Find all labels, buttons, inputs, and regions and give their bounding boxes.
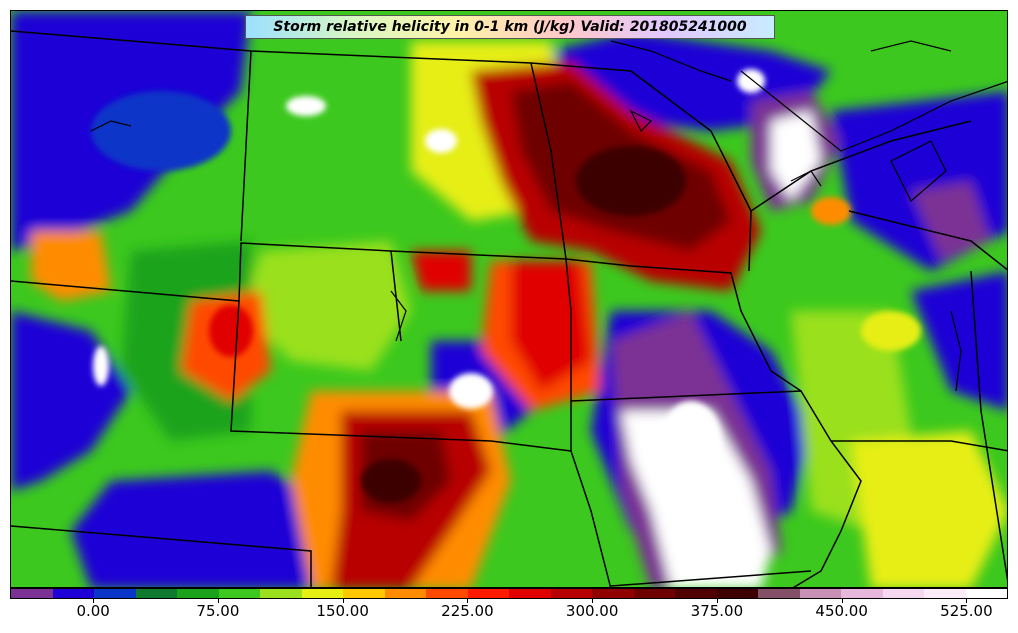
colorbar-segment [882, 589, 924, 598]
helicity-map [11, 11, 1007, 587]
map-title: Storm relative helicity in 0-1 km (J/kg)… [273, 19, 747, 35]
state-boundaries [11, 30, 1007, 587]
colorbar-segment [841, 589, 883, 598]
colorbar-tick [841, 598, 843, 603]
colorbar-segment [177, 589, 219, 598]
colorbar-segment [94, 589, 136, 598]
colorbar-labels: 0.00 75.00 150.00 225.00 300.00 375.00 450.00 5… [10, 602, 1008, 626]
colorbar-ticks [10, 598, 1008, 604]
colorbar-segment [467, 589, 509, 598]
colorbar-segment [343, 589, 385, 598]
colorbar-tick-label: 225.00 [441, 602, 494, 620]
colorbar-segment [550, 589, 592, 598]
colorbar-segment [301, 589, 343, 598]
map-panel [10, 10, 1008, 588]
colorbar-segment [633, 589, 675, 598]
colorbar-segment [11, 589, 53, 598]
colorbar-segment [509, 589, 551, 598]
colorbar-segment [758, 589, 800, 598]
colorbar-tick [467, 598, 469, 603]
colorbar-tick [342, 598, 344, 603]
colorbar-tick-label: 300.00 [565, 602, 619, 620]
colorbar-tick [93, 598, 95, 603]
colorbar-segment [218, 589, 260, 598]
map-title-box: Storm relative helicity in 0-1 km (J/kg)… [245, 15, 775, 39]
colorbar-tick-label: 0.00 [76, 602, 110, 620]
colorbar-segment [716, 589, 758, 598]
colorbar-segment [426, 589, 468, 598]
colorbar-tick-label: 375.00 [690, 602, 744, 620]
colorbar-segment [384, 589, 426, 598]
colorbar-tick [716, 598, 718, 603]
colorbar-tick-label: 75.00 [196, 602, 240, 620]
colorbar-tick-label: 450.00 [815, 602, 868, 620]
colorbar-segment [924, 589, 966, 598]
colorbar-segment [675, 589, 717, 598]
colorbar [10, 588, 1008, 599]
colorbar-segment [260, 589, 302, 598]
colorbar-tick-label: 150.00 [316, 602, 369, 620]
colorbar-segment [52, 589, 94, 598]
colorbar-tick [217, 598, 219, 603]
colorbar-segment [592, 589, 634, 598]
coastlines [90, 40, 1007, 392]
colorbar-tick [592, 598, 594, 603]
helicity-field [11, 11, 1007, 587]
colorbar-tick [966, 598, 968, 603]
colorbar-segment [799, 589, 841, 598]
colorbar-tick-label: 525.00 [940, 602, 993, 620]
colorbar-segment [135, 589, 177, 598]
colorbar-segment [965, 589, 1007, 598]
